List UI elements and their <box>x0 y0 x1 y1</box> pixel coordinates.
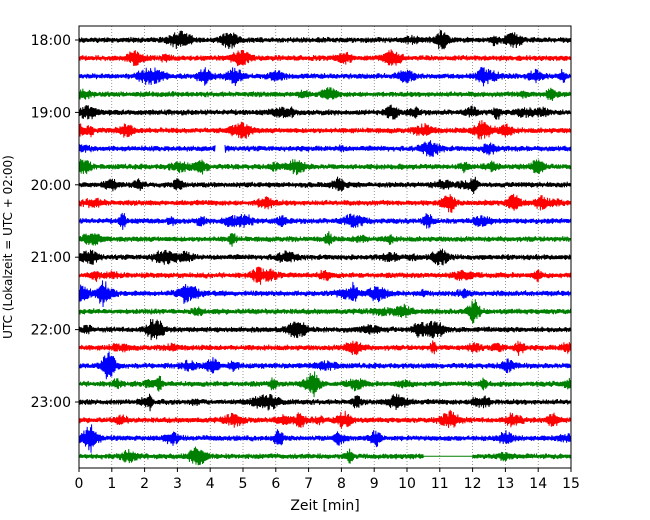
x-tick-label: 9 <box>370 476 379 492</box>
trace-2300 <box>78 393 572 412</box>
y-tick-label: 20:00 <box>31 178 71 194</box>
trace-1830 <box>78 66 572 87</box>
x-tick-label: 6 <box>271 476 280 492</box>
trace-2030 <box>78 212 572 230</box>
y-tick-label: 23:00 <box>31 395 71 411</box>
trace-2045 <box>78 231 572 247</box>
trace-2345 <box>78 446 572 466</box>
trace-1900 <box>78 104 572 120</box>
trace-1930 <box>78 140 572 157</box>
trace-2315 <box>78 409 572 429</box>
x-tick-label: 4 <box>206 476 215 492</box>
trace-2245 <box>78 371 572 398</box>
trace-2145 <box>78 299 572 324</box>
trace-2200 <box>78 319 572 341</box>
x-tick-label: 0 <box>75 476 84 492</box>
y-tick-label: 18:00 <box>31 33 71 49</box>
trace-1800 <box>78 30 572 50</box>
x-tick-label: 15 <box>562 476 580 492</box>
trace-1915 <box>78 119 572 140</box>
trace-2330 <box>78 424 572 453</box>
trace-1845 <box>78 87 572 102</box>
trace-1945 <box>78 158 572 176</box>
x-tick-label: 13 <box>496 476 514 492</box>
trace-1815 <box>78 49 572 67</box>
x-tick-label: 3 <box>173 476 182 492</box>
x-tick-label: 12 <box>464 476 482 492</box>
plot-frame <box>78 25 572 469</box>
y-tick-label: 22:00 <box>31 323 71 339</box>
trace-2000 <box>78 176 572 195</box>
x-tick-label: 11 <box>431 476 449 492</box>
y-axis: 18:00 19:00 20:00 21:00 22:00 23:00 <box>31 33 79 411</box>
x-axis-label: Zeit [min] <box>290 498 359 514</box>
trace-2230 <box>78 351 572 380</box>
x-tick-label: 14 <box>529 476 547 492</box>
trace-2130 <box>78 280 572 308</box>
seismic-traces <box>78 30 572 466</box>
x-tick-label: 2 <box>140 476 149 492</box>
trace-2115 <box>78 266 572 285</box>
x-tick-label: 5 <box>239 476 248 492</box>
x-tick-label: 8 <box>337 476 346 492</box>
trace-2100 <box>78 248 572 266</box>
x-tick-label: 1 <box>107 476 116 492</box>
y-tick-label: 21:00 <box>31 250 71 266</box>
x-axis: 0 1 2 3 4 5 6 7 8 9 10 11 12 13 14 15 <box>75 468 580 492</box>
y-tick-label: 19:00 <box>31 105 71 121</box>
x-tick-label: 10 <box>398 476 416 492</box>
x-tick-label: 7 <box>304 476 313 492</box>
trace-2215 <box>78 340 572 356</box>
trace-2015 <box>78 193 572 213</box>
y-axis-label: UTC (Lokalzeit = UTC + 02:00) <box>1 155 15 339</box>
